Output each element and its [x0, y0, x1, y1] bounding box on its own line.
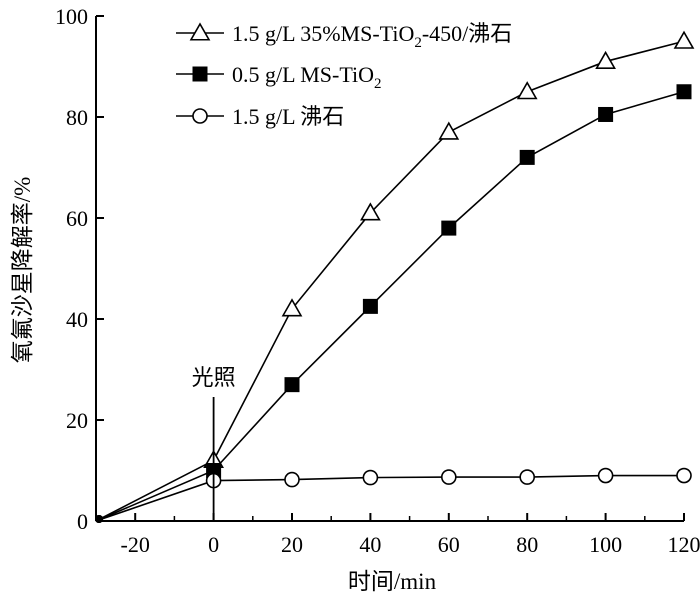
data-point-3 [677, 469, 691, 483]
data-point-2 [285, 378, 299, 392]
data-point-3 [285, 473, 299, 487]
data-point-3 [520, 470, 534, 484]
legend: 1.5 g/L 35%MS-TiO2-450/沸石 0.5 g/L MS-TiO2… [176, 21, 512, 129]
y-tick-label: 100 [55, 4, 88, 29]
data-point-1 [518, 83, 536, 99]
data-point-1 [675, 32, 693, 48]
y-tick-label: 0 [77, 509, 88, 534]
y-tick-label: 20 [66, 408, 88, 433]
legend-marker-2 [193, 67, 207, 81]
x-tick-label: 40 [359, 532, 381, 557]
series-line-1 [96, 41, 684, 521]
data-point-2 [442, 221, 456, 235]
series-lines [96, 41, 684, 521]
y-tick-label: 40 [66, 307, 88, 332]
x-tick-label: 60 [438, 532, 460, 557]
data-point-2 [599, 107, 613, 121]
legend-marker-1 [191, 24, 209, 40]
series-line-2 [96, 92, 684, 521]
x-tick-label: 80 [516, 532, 538, 557]
x-tick-label: 0 [208, 532, 219, 557]
legend-label-3: 1.5 g/L 沸石 [232, 104, 344, 129]
legend-marker-3 [193, 109, 207, 123]
data-point-3 [599, 469, 613, 483]
data-point-1 [440, 123, 458, 139]
light-on-label: 光照 [192, 365, 236, 390]
y-axis-title: 氧氟沙星降解率/% [10, 177, 35, 364]
x-axis-title: 时间/min [348, 569, 437, 594]
x-tick-label: -20 [121, 532, 150, 557]
y-tick-label: 60 [66, 206, 88, 231]
x-tick-label: 120 [668, 532, 700, 557]
x-tick-label: 100 [589, 532, 622, 557]
x-tick-label: 20 [281, 532, 303, 557]
legend-label-1: 1.5 g/L 35%MS-TiO2-450/沸石 [232, 21, 512, 51]
legend-label-2: 0.5 g/L MS-TiO2 [232, 62, 382, 92]
data-point-2 [677, 85, 691, 99]
y-tick-label: 80 [66, 105, 88, 130]
series-markers [95, 32, 693, 523]
data-point-3 [95, 515, 103, 523]
data-point-2 [363, 299, 377, 313]
annotation: 光照 [192, 365, 236, 521]
data-point-3 [363, 471, 377, 485]
data-point-3 [442, 470, 456, 484]
data-point-2 [520, 150, 534, 164]
